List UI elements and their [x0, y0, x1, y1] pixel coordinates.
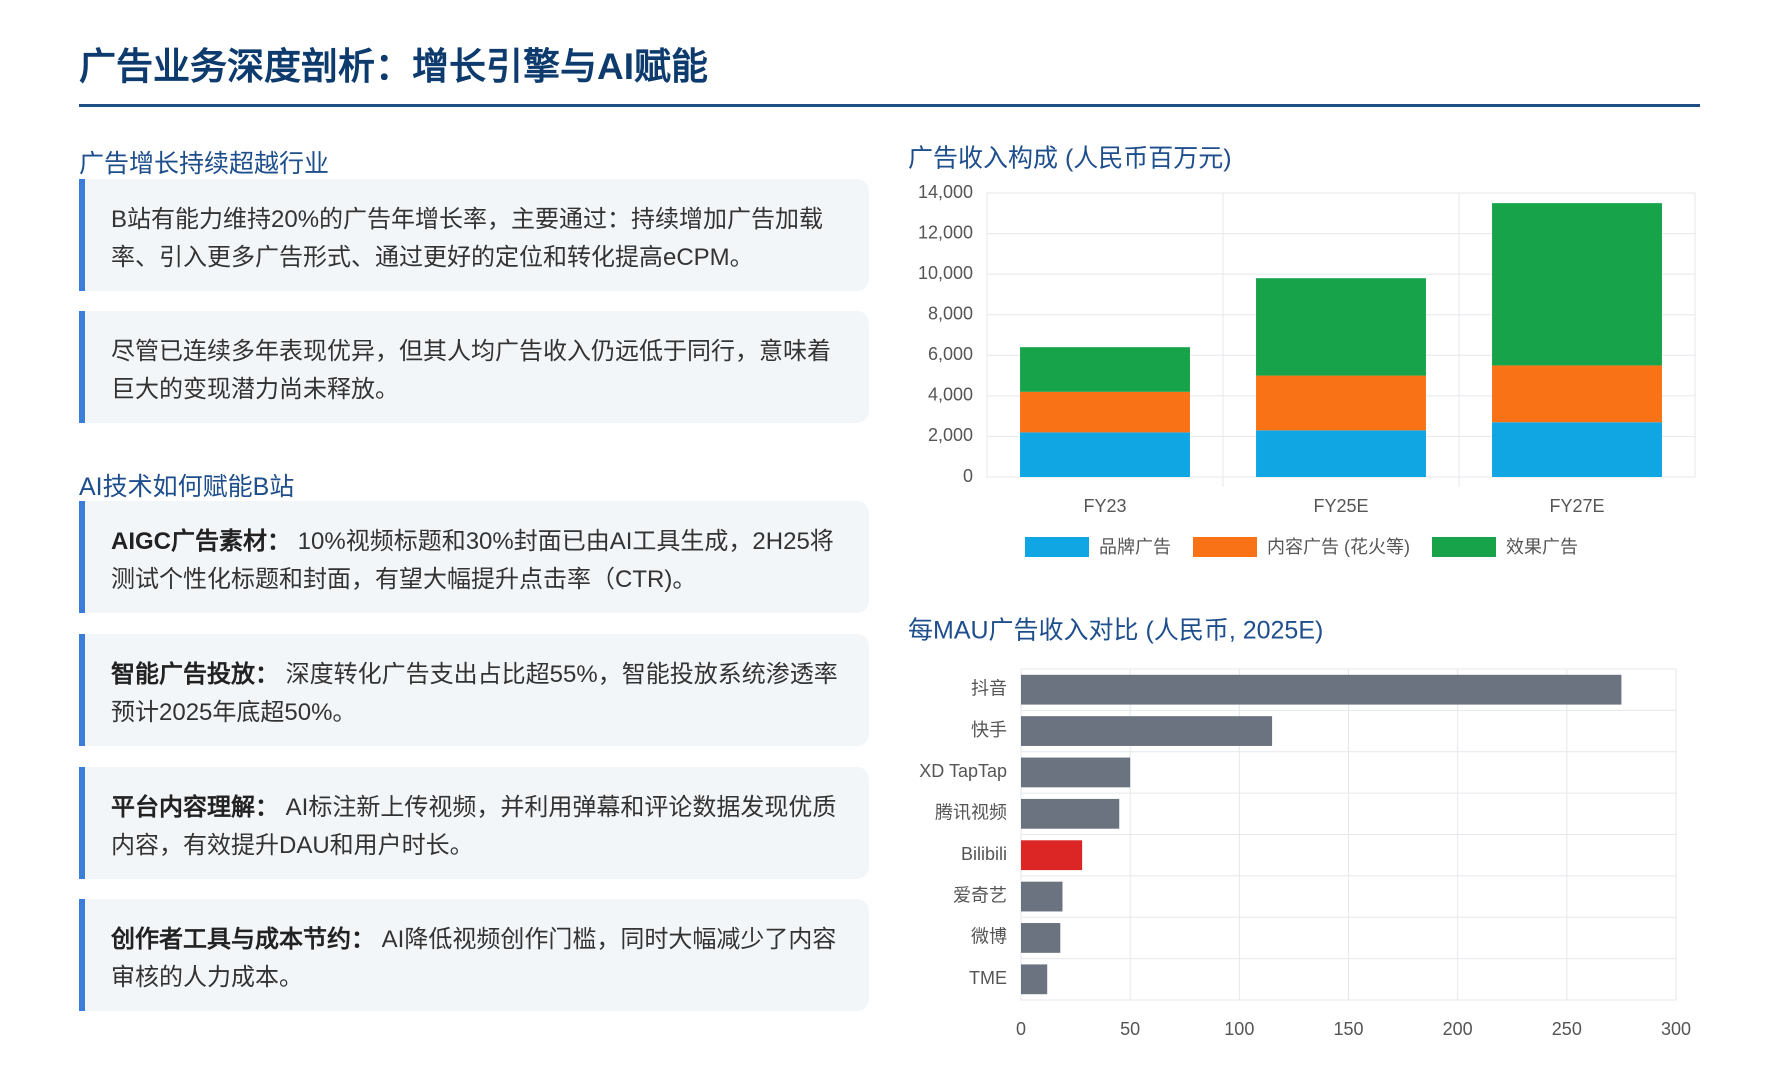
bar-segment	[1020, 347, 1190, 392]
x-tick-label: 100	[1224, 1019, 1254, 1039]
bar-segment	[1256, 375, 1426, 431]
legend-label: 效果广告	[1506, 537, 1578, 557]
card-text: 尽管已连续多年表现优异，但其人均广告收入仍远低于同行，意味着巨大的变现潜力尚未释…	[111, 338, 831, 403]
legend-swatch	[1432, 537, 1496, 557]
y-tick-label: 14,000	[918, 182, 973, 202]
card-label: 创作者工具与成本节约：	[111, 926, 375, 953]
card-text: 10%视频标题和30%封面已由AI工具生成，2H25将测试个性化标题和封面，有望…	[111, 528, 834, 593]
bar	[1021, 881, 1063, 912]
y-tick-label: 8,000	[928, 303, 973, 323]
y-tick-label: 6,000	[928, 344, 973, 364]
x-tick-label: 0	[1016, 1019, 1026, 1039]
bar	[1021, 964, 1048, 995]
y-tick-label: Bilibili	[961, 844, 1007, 864]
section-title: AI技术如何赋能B站	[79, 473, 295, 501]
y-tick-label: 10,000	[918, 263, 973, 283]
card-text: AI降低视频创作门槛，同时大幅减少了内容审核的人力成本。	[111, 926, 837, 991]
y-tick-label: 12,000	[918, 222, 973, 242]
card: B站有能力维持20%的广告年增长率，主要通过：持续增加广告加载率、引入更多广告形…	[79, 179, 869, 291]
title-rule	[79, 104, 1700, 107]
x-tick-label: 250	[1552, 1019, 1582, 1039]
x-tick-label: FY23	[1083, 496, 1126, 516]
card: AIGC广告素材： 10%视频标题和30%封面已由AI工具生成，2H25将测试个…	[79, 501, 869, 613]
card-label: AIGC广告素材：	[111, 528, 291, 555]
x-tick-label: 300	[1661, 1019, 1691, 1039]
bar-segment	[1020, 432, 1190, 477]
card-label: 平台内容理解：	[111, 794, 279, 821]
chart-title: 广告收入构成 (人民币百万元)	[908, 145, 1232, 173]
y-tick-label: TME	[969, 968, 1007, 988]
bar-segment	[1256, 430, 1426, 477]
y-tick-label: 抖音	[971, 678, 1007, 698]
bar-segment	[1256, 278, 1426, 376]
y-tick-label: 快手	[971, 720, 1007, 740]
y-tick-label: 微博	[971, 927, 1007, 947]
x-tick-label: 200	[1443, 1019, 1473, 1039]
legend-label: 内容广告 (花火等)	[1267, 537, 1410, 557]
x-tick-label: FY27E	[1549, 496, 1604, 516]
y-tick-label: 4,000	[928, 385, 973, 405]
card: 尽管已连续多年表现优异，但其人均广告收入仍远低于同行，意味着巨大的变现潜力尚未释…	[79, 311, 869, 423]
section-title: 广告增长持续超越行业	[79, 150, 330, 178]
x-tick-label: 50	[1120, 1019, 1140, 1039]
card: 平台内容理解： AI标注新上传视频，并利用弹幕和评论数据发现优质内容，有效提升D…	[79, 767, 869, 879]
y-tick-label: 2,000	[928, 425, 973, 445]
bar-segment	[1492, 365, 1662, 423]
y-tick-label: XD TapTap	[919, 761, 1007, 781]
bar	[1021, 923, 1061, 953]
charts: 广告收入构成 (人民币百万元) 每MAU广告收入对比 (人民币, 2025E) …	[908, 145, 1696, 1039]
card: 创作者工具与成本节约： AI降低视频创作门槛，同时大幅减少了内容审核的人力成本。	[79, 899, 869, 1011]
bar	[1021, 674, 1622, 705]
bar-segment	[1492, 203, 1662, 366]
y-tick-label: 0	[963, 466, 973, 486]
bar	[1021, 716, 1273, 746]
card-text: B站有能力维持20%的广告年增长率，主要通过：持续增加广告加载率、引入更多广告形…	[111, 206, 824, 271]
x-tick-label: 150	[1333, 1019, 1363, 1039]
bar-segment	[1020, 391, 1190, 433]
legend-swatch	[1193, 537, 1257, 557]
bar-segment	[1492, 422, 1662, 477]
bar	[1021, 757, 1131, 788]
y-tick-label: 爱奇艺	[953, 885, 1007, 905]
x-tick-label: FY25E	[1313, 496, 1368, 516]
legend-swatch	[1025, 537, 1089, 557]
y-tick-label: 腾讯视频	[935, 803, 1007, 823]
page-title: 广告业务深度剖析：增长引擎与AI赋能	[79, 46, 708, 87]
card-text: 深度转化广告支出占比超55%，智能投放系统渗透率预计2025年底超50%。	[111, 661, 838, 726]
bar	[1021, 840, 1083, 871]
legend-label: 品牌广告	[1099, 537, 1171, 557]
card-label: 智能广告投放：	[111, 661, 279, 688]
bar	[1021, 798, 1120, 829]
card: 智能广告投放： 深度转化广告支出占比超55%，智能投放系统渗透率预计2025年底…	[79, 634, 869, 746]
card-text: AI标注新上传视频，并利用弹幕和评论数据发现优质内容，有效提升DAU和用户时长。	[111, 794, 837, 859]
chart-title: 每MAU广告收入对比 (人民币, 2025E)	[908, 617, 1323, 645]
